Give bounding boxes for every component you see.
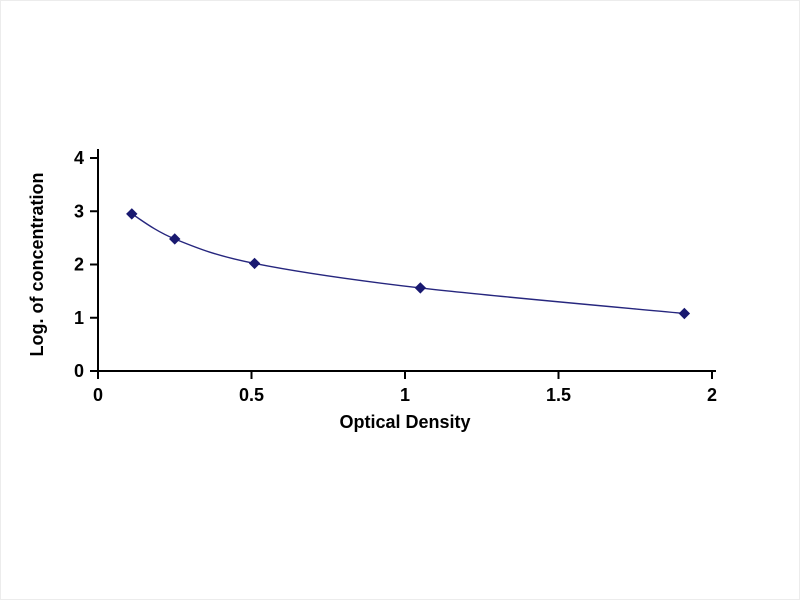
data-point-marker (414, 282, 427, 294)
x-tick-label: 0 (93, 385, 103, 405)
y-tick-label: 2 (74, 255, 84, 275)
x-tick-label: 0.5 (239, 385, 264, 405)
data-point-marker (248, 257, 261, 270)
y-tick-label: 3 (74, 201, 84, 221)
x-axis-label: Optical Density (339, 412, 470, 432)
y-tick-label: 0 (74, 361, 84, 381)
series-line (131, 213, 685, 315)
data-point-marker (678, 307, 691, 320)
data-point-marker (126, 208, 138, 220)
y-tick-label: 1 (74, 308, 84, 328)
data-point-marker (169, 233, 181, 245)
y-tick-label: 4 (74, 148, 84, 168)
y-axis-label: Log. of concentration (27, 173, 47, 357)
x-tick-label: 1.5 (546, 385, 571, 405)
x-tick-label: 1 (400, 385, 410, 405)
x-tick-label: 2 (707, 385, 717, 405)
